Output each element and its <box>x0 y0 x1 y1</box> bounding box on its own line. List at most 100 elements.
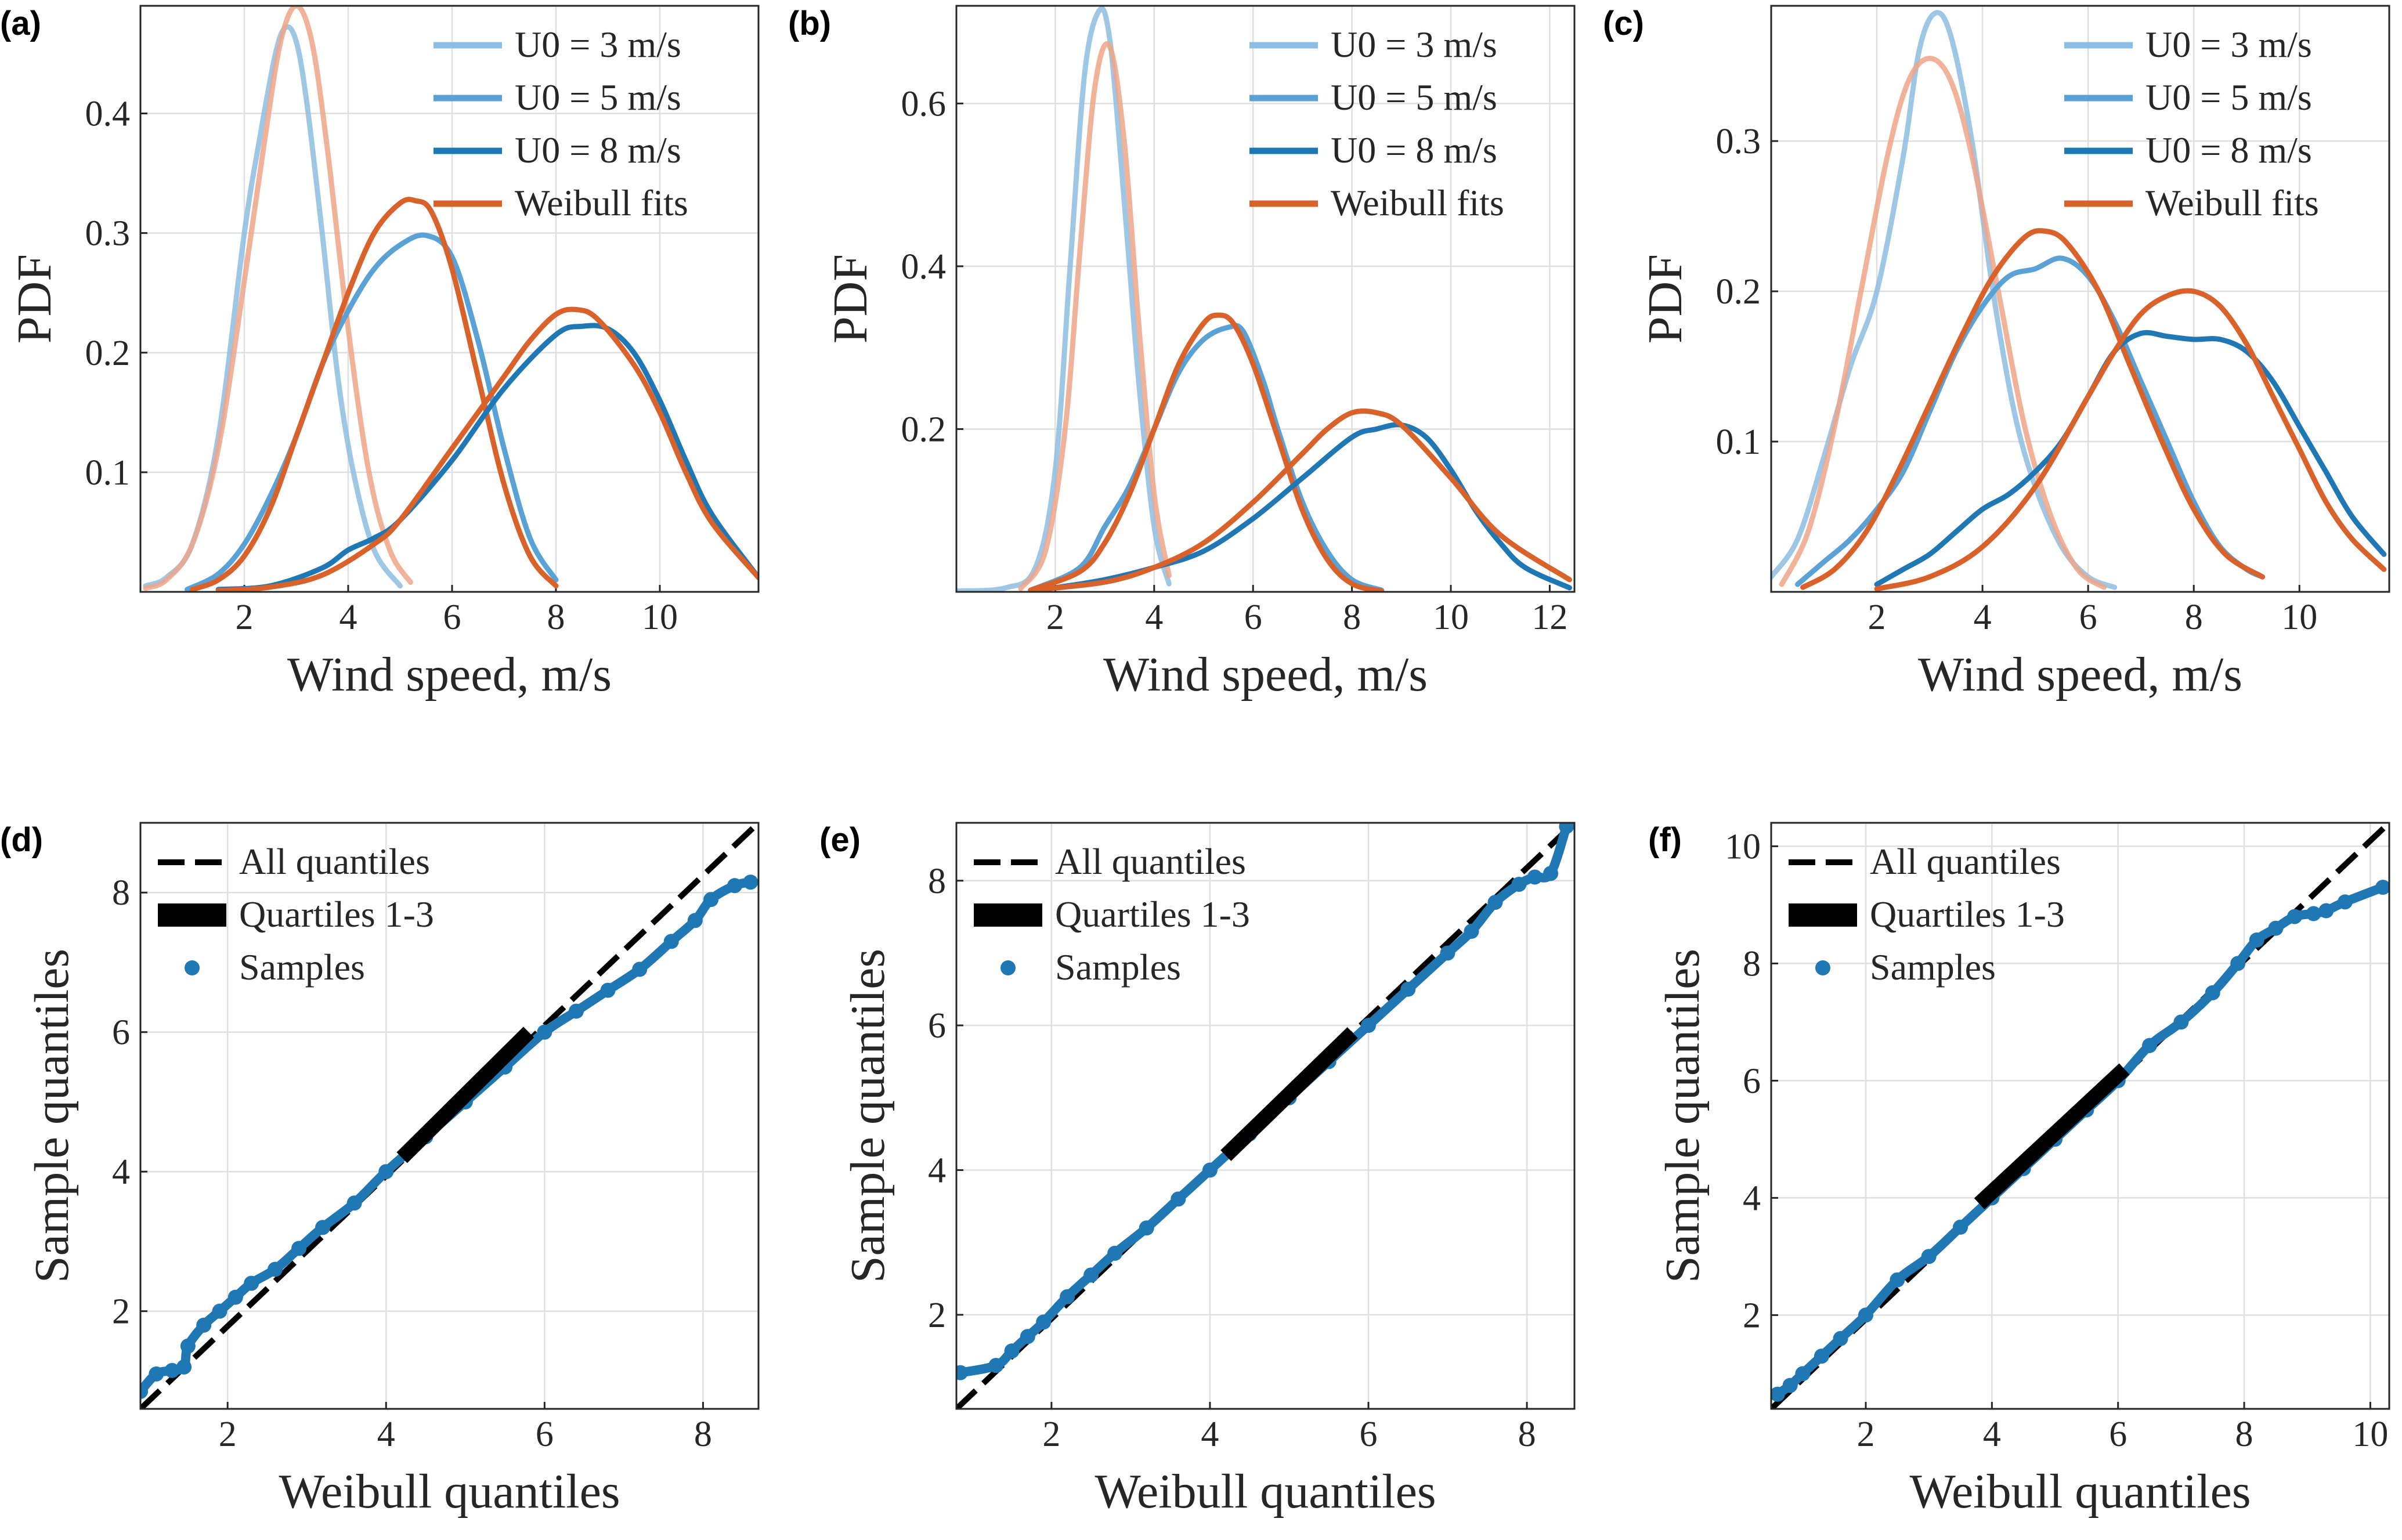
sample-point <box>2287 909 2302 924</box>
weibull-fit-line-1 <box>1018 41 1172 591</box>
sample-point <box>1004 1343 1020 1359</box>
pdf-line-2 <box>1028 323 1385 592</box>
y-tick-label: 8 <box>928 862 946 901</box>
legend: U0 = 3 m/s U0 = 5 m/s U0 = 8 m/s Weibull fi… <box>434 24 688 223</box>
sample-point <box>687 913 703 928</box>
legend: All quantiles Quartiles 1-3 Samples <box>974 841 1250 988</box>
legend-swatch <box>1815 960 1830 975</box>
sample-point <box>164 1362 180 1378</box>
x-tick-label: 10 <box>2281 598 2317 637</box>
y-tick-label: 0.2 <box>1716 272 1761 312</box>
sample-point <box>2230 956 2246 971</box>
x-tick-label: 2 <box>235 598 253 637</box>
pdf-line-4 <box>1874 330 2387 587</box>
legend-entry: U0 = 5 m/s <box>1331 77 1497 118</box>
sample-point <box>2375 880 2389 895</box>
x-tick-label: 8 <box>2185 598 2203 637</box>
weibull-fit-line-3 <box>1800 228 2265 590</box>
y-tick-label: 0.1 <box>85 453 131 493</box>
plot-area <box>956 823 1574 1409</box>
sample-point <box>2306 906 2321 921</box>
legend-entry: U0 = 3 m/s <box>515 24 681 65</box>
x-tick-label: 6 <box>1360 1415 1378 1454</box>
y-tick-label: 0.4 <box>901 247 947 287</box>
sample-point <box>149 1366 164 1382</box>
x-tick-label: 4 <box>1983 1415 2001 1454</box>
sample-point <box>1487 895 1503 910</box>
sample-point <box>268 1261 283 1277</box>
x-tick-label: 8 <box>1518 1415 1536 1454</box>
sample-point <box>663 934 679 949</box>
axes-frame <box>955 5 1576 593</box>
sample-point <box>1060 1289 1075 1304</box>
x-tick-label: 8 <box>1343 598 1361 637</box>
sample-point <box>568 1003 584 1019</box>
legend-entry: U0 = 5 m/s <box>2145 77 2312 118</box>
x-tick-label: 4 <box>339 598 357 637</box>
legend-entry: Samples <box>1870 946 1996 988</box>
sample-point <box>743 874 758 890</box>
sample-point <box>2173 1014 2189 1030</box>
sample-point <box>1361 1018 1376 1033</box>
sample-point <box>1440 945 1455 961</box>
x-tick-label: 6 <box>443 598 461 637</box>
y-tick-label: 6 <box>928 1006 946 1046</box>
sample-point <box>1953 1219 1968 1235</box>
y-tick-label: 0.3 <box>1716 122 1761 161</box>
pdf-line-2 <box>1795 255 2265 587</box>
sample-point <box>1139 1220 1154 1236</box>
y-tick-label: 0.2 <box>85 334 131 373</box>
panel-d: 2 4 6 8 2 4 6 8 All quantiles Quartiles 1-3 Sample… <box>0 821 760 1519</box>
x-tick-label: 10 <box>642 598 678 637</box>
sample-point <box>315 1220 331 1235</box>
sample-point <box>1202 1162 1218 1178</box>
y-tick-label: 10 <box>1725 827 1761 866</box>
plot-area <box>1771 823 2389 1409</box>
panel-label: (a) <box>0 5 41 42</box>
sample-point <box>176 1359 192 1375</box>
y-tick-label: 6 <box>112 1013 130 1053</box>
x-axis-label: Weibull quantiles <box>279 1465 620 1519</box>
y-tick-label: 0.1 <box>1716 422 1761 462</box>
x-tick-label: 8 <box>2235 1415 2253 1454</box>
sample-point <box>212 1303 227 1319</box>
sample-point <box>346 1195 362 1211</box>
quartiles-line <box>396 1026 534 1163</box>
sample-point <box>1171 1191 1186 1207</box>
sample-point <box>378 1164 394 1180</box>
legend-entry: Quartiles 1-3 <box>239 894 434 935</box>
plot-area <box>143 6 758 592</box>
y-tick-label: 2 <box>1743 1296 1761 1335</box>
sample-point <box>1464 924 1479 939</box>
y-tick-label: 0.4 <box>85 95 131 134</box>
sample-point <box>2337 894 2353 910</box>
weibull-fit-line-1 <box>143 6 413 591</box>
axes-frame <box>139 5 760 593</box>
x-tick-label: 6 <box>2109 1415 2127 1454</box>
sample-point <box>1559 823 1574 834</box>
weibull-fit-line-5 <box>1028 408 1572 592</box>
y-tick-label: 0.6 <box>901 84 947 124</box>
weibull-fit-line-3 <box>1028 312 1385 592</box>
panel-f: 2 4 6 8 10 2 4 6 8 10 All quantiles Quartiles 1-3 Sa… <box>1648 821 2390 1519</box>
x-axis-label: Wind speed, m/s <box>287 648 612 702</box>
legend-swatch <box>1000 960 1016 975</box>
x-tick-label: 10 <box>2352 1415 2388 1454</box>
sample-point <box>1890 1272 1905 1288</box>
sample-point <box>632 961 648 977</box>
y-tick-label: 2 <box>112 1292 130 1332</box>
sample-point <box>1543 866 1559 881</box>
x-tick-label: 4 <box>377 1415 395 1454</box>
legend-entry: Samples <box>1055 946 1181 988</box>
x-tick-label: 8 <box>547 598 565 637</box>
sample-point <box>727 878 743 894</box>
sample-point <box>1858 1307 1874 1323</box>
sample-point <box>2268 920 2284 936</box>
y-axis-label: Sample quantiles <box>25 949 79 1283</box>
legend-entry: All quantiles <box>1055 841 1246 882</box>
axes-frame <box>1770 5 2390 593</box>
sample-point <box>537 1024 552 1040</box>
plot-area <box>140 823 758 1409</box>
sample-point <box>140 1383 148 1399</box>
